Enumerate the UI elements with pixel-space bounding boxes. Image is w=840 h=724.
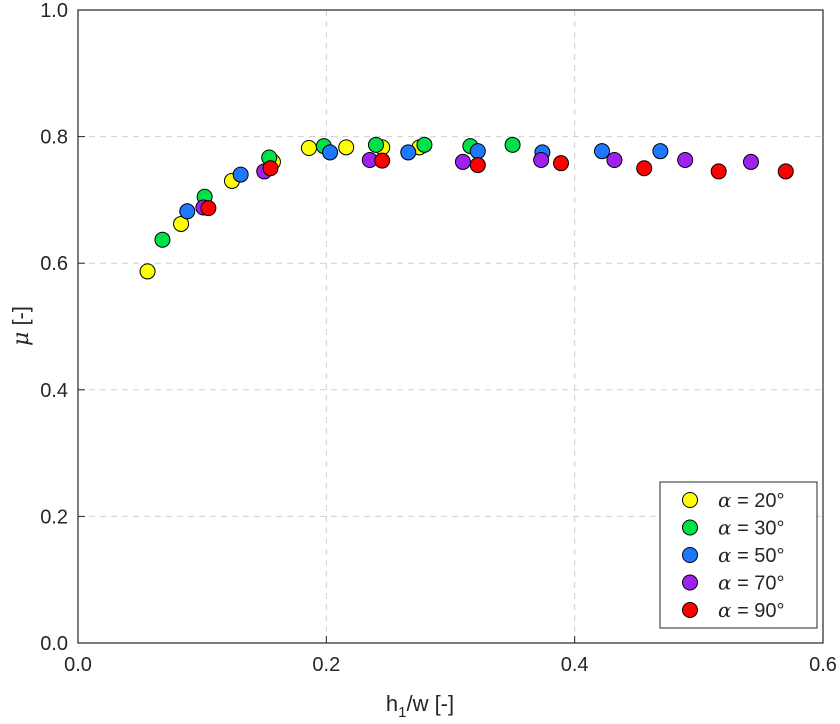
data-point-series-5 xyxy=(553,155,570,172)
data-point-series-5 xyxy=(710,163,727,180)
data-point-series-4 xyxy=(454,153,471,170)
y-tick-label: 0.6 xyxy=(40,253,68,275)
legend-label: α = 90° xyxy=(718,598,785,622)
legend-marker xyxy=(682,519,698,536)
legend-symbol: α xyxy=(718,598,732,622)
x-tick-label: 0.0 xyxy=(64,654,92,676)
data-point-series-3 xyxy=(232,166,249,183)
legend-symbol: α xyxy=(718,543,732,567)
x-tick-label: 0.4 xyxy=(561,654,589,676)
legend-marker xyxy=(682,574,698,591)
data-point-series-2 xyxy=(154,231,171,248)
y-tick-label: 0.0 xyxy=(40,633,68,655)
data-point-series-4 xyxy=(742,153,759,170)
data-point-series-3 xyxy=(400,144,417,161)
data-point-series-2 xyxy=(368,136,384,153)
x-axis-label: h1/w [-] xyxy=(386,691,454,721)
data-point-series-5 xyxy=(777,163,794,180)
data-point-series-3 xyxy=(652,143,669,160)
data-point-series-5 xyxy=(374,152,391,169)
x-tick-labels: 0.0 0.2 0.4 0.6 xyxy=(64,636,837,676)
y-tick-label: 0.4 xyxy=(40,380,68,402)
data-point-series-5 xyxy=(262,160,279,177)
y-tick-label: 1.0 xyxy=(40,0,68,22)
legend-symbol: α xyxy=(718,488,732,512)
plot-frame xyxy=(77,9,824,644)
data-point-series-5 xyxy=(636,160,653,177)
legend-label: α = 20° xyxy=(718,488,785,512)
y-tick-label: 0.8 xyxy=(40,127,68,149)
legend-symbol: α xyxy=(718,516,732,540)
legend-label: α = 50° xyxy=(718,543,785,567)
data-point-series-3 xyxy=(469,143,486,160)
legend-label: α = 30° xyxy=(718,516,785,540)
data-point-series-3 xyxy=(322,144,339,161)
data-point-series-5 xyxy=(469,157,486,174)
legend-marker xyxy=(682,492,698,508)
legend-value: = 50° xyxy=(732,545,785,567)
legend-symbol: α xyxy=(718,571,732,595)
legend-marker xyxy=(682,547,698,563)
y-tick-labels: 0.0 0.2 0.4 0.6 0.8 1.0 xyxy=(40,0,85,655)
data-point-series-3 xyxy=(179,203,196,220)
data-point-series-2 xyxy=(416,136,433,153)
legend-value: = 70° xyxy=(732,573,785,595)
legend-marker xyxy=(682,602,698,618)
legend-value: = 30° xyxy=(732,518,785,540)
y-axis-label: μ [-] xyxy=(8,306,34,346)
data-point-series-4 xyxy=(606,152,623,169)
data-point-series-4 xyxy=(533,152,550,169)
legend: α = 20°α = 30°α = 50°α = 70°α = 90° xyxy=(659,481,818,629)
x-tick-label: 0.6 xyxy=(809,654,837,676)
data-point-series-3 xyxy=(593,143,610,160)
data-point-series-1 xyxy=(139,263,156,280)
y-tick-label: 0.2 xyxy=(40,506,68,528)
data-point-series-1 xyxy=(173,215,190,232)
x-tick-label: 0.2 xyxy=(312,654,340,676)
legend-value: = 20° xyxy=(732,490,785,512)
legend-label: α = 70° xyxy=(718,571,785,595)
data-point-series-1 xyxy=(300,139,317,156)
data-point-series-4 xyxy=(677,152,694,169)
data-points xyxy=(139,136,794,280)
data-point-series-5 xyxy=(200,200,217,217)
data-point-series-2 xyxy=(504,136,521,153)
legend-value: = 90° xyxy=(732,600,785,622)
data-point-series-1 xyxy=(338,139,355,156)
